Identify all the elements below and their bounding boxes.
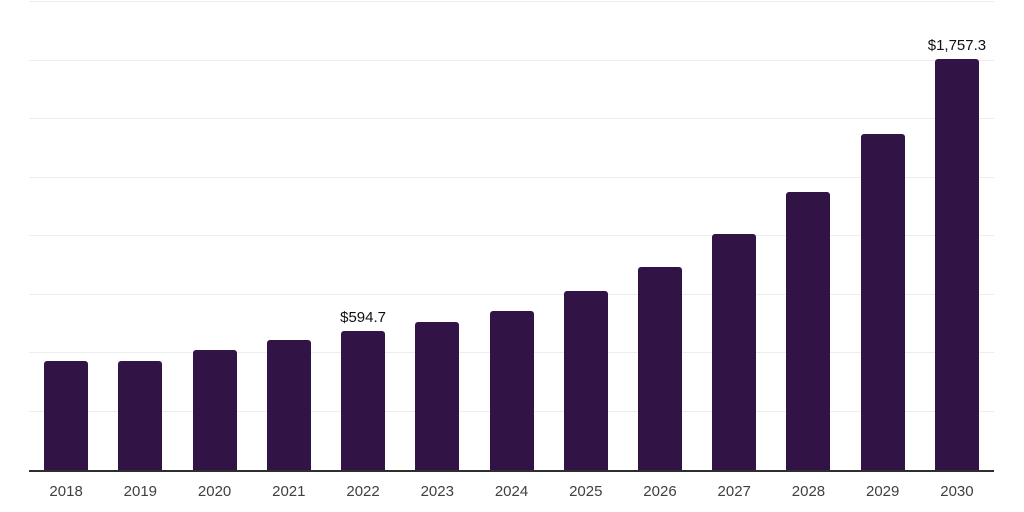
x-axis-tick-labels: 2018 2019 2020 2021 2022 2023 2024 2025 2026 2027… bbox=[29, 484, 994, 499]
bar-2020 bbox=[192, 350, 237, 470]
band-2023 bbox=[400, 2, 474, 470]
gridline-1500 bbox=[29, 118, 994, 119]
gridline-750 bbox=[29, 293, 994, 295]
band-2018 bbox=[29, 2, 103, 470]
x-tick-label-2020: 2020 bbox=[197, 483, 232, 500]
band-2024 bbox=[474, 2, 548, 470]
band-2027 bbox=[697, 2, 771, 470]
x-tick-label-2023: 2023 bbox=[420, 483, 454, 500]
x-tick-label-2019: 2019 bbox=[123, 483, 158, 500]
gridline-2000 bbox=[29, 1, 994, 2]
bar-2019 bbox=[118, 361, 163, 470]
band-2029 bbox=[846, 2, 920, 470]
band-2030: $1,757.3 bbox=[920, 2, 994, 470]
band-2025 bbox=[549, 2, 623, 470]
bar-2021 bbox=[266, 340, 311, 470]
band-2021 bbox=[252, 2, 326, 470]
bar-2023 bbox=[415, 321, 460, 470]
bar-2028 bbox=[786, 192, 831, 470]
x-tick-label-2027: 2027 bbox=[717, 483, 751, 500]
x-tick-label-2025: 2025 bbox=[569, 483, 603, 500]
bar-2030 bbox=[934, 58, 979, 470]
bar-2022 bbox=[341, 330, 386, 470]
x-tick-label-2029: 2029 bbox=[866, 483, 900, 500]
bar-2025 bbox=[563, 291, 608, 470]
bar-2029 bbox=[860, 134, 905, 470]
x-tick-label-2022: 2022 bbox=[346, 483, 380, 500]
plot-area: $594.7 $1,757.3 bbox=[29, 1, 994, 470]
band-2026 bbox=[623, 2, 697, 470]
bar-2027 bbox=[712, 234, 757, 470]
x-tick-label-2021: 2021 bbox=[272, 483, 306, 500]
band-2020 bbox=[177, 2, 251, 470]
bars-row: $594.7 $1,757.3 bbox=[29, 2, 994, 470]
band-2028 bbox=[771, 2, 845, 470]
bar-value-label-2022: $594.7 bbox=[340, 308, 386, 326]
x-axis-line bbox=[29, 470, 994, 472]
bar-2024 bbox=[489, 310, 534, 470]
band-2019 bbox=[103, 2, 177, 470]
x-tick-label-2030: 2030 bbox=[940, 483, 974, 500]
bar-value-label-2030: $1,757.3 bbox=[927, 36, 987, 54]
x-tick-label-2018: 2018 bbox=[49, 483, 83, 500]
band-2022: $594.7 bbox=[326, 2, 400, 470]
bar-2026 bbox=[637, 266, 682, 470]
bar-2018 bbox=[44, 360, 89, 470]
gridline-1000 bbox=[29, 235, 994, 236]
x-tick-label-2028: 2028 bbox=[791, 483, 826, 500]
x-tick-label-2024: 2024 bbox=[494, 483, 529, 500]
gridline-1750 bbox=[29, 59, 994, 61]
x-tick-label-2026: 2026 bbox=[643, 483, 677, 500]
gridline-1250 bbox=[29, 176, 994, 178]
